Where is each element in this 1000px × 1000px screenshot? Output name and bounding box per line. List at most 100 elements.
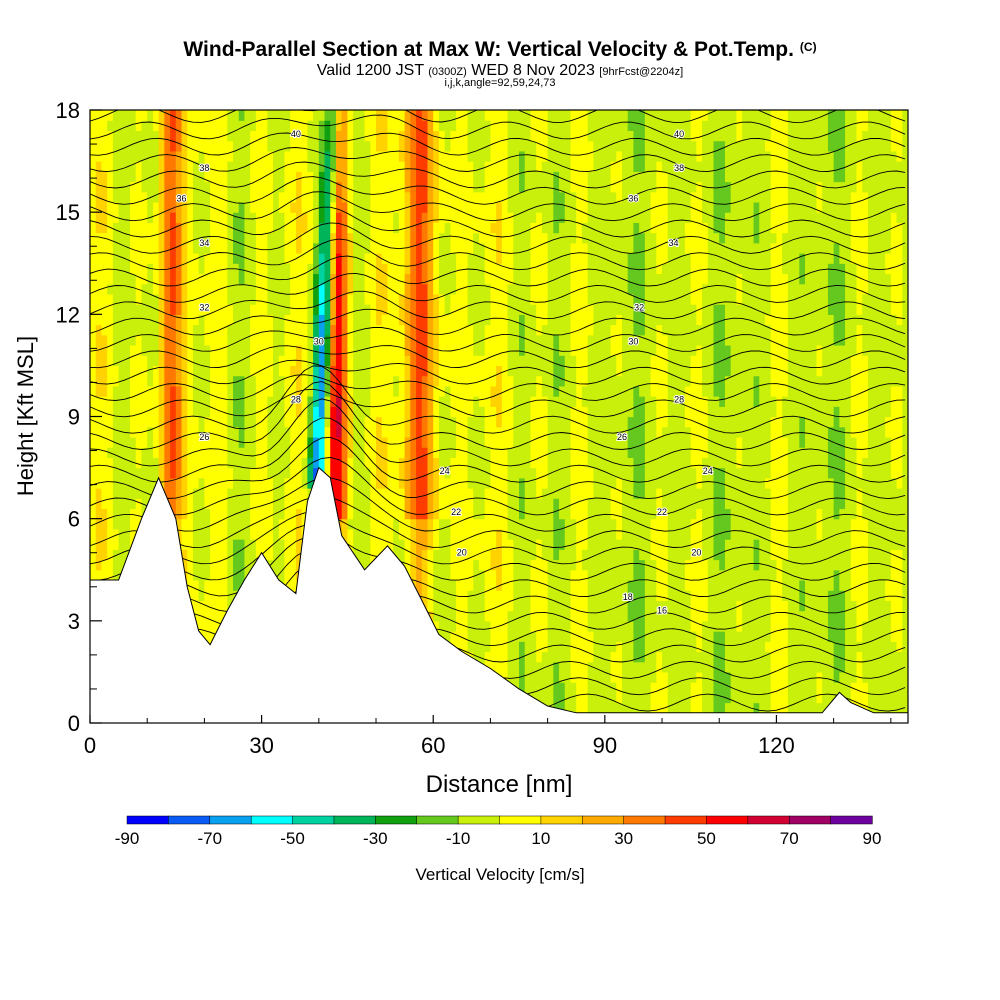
velocity-cell <box>416 293 423 305</box>
velocity-cell <box>347 212 354 223</box>
velocity-cell <box>353 447 360 458</box>
velocity-cell <box>398 263 406 275</box>
velocity-cell <box>273 528 280 540</box>
velocity-cell <box>541 488 549 499</box>
velocity-cell <box>467 120 474 132</box>
velocity-cell <box>410 457 417 469</box>
velocity-cell <box>536 110 543 121</box>
velocity-cell <box>204 477 211 489</box>
velocity-cell <box>484 253 492 264</box>
velocity-cell <box>461 293 469 305</box>
velocity-cell <box>227 355 234 367</box>
velocity-cell <box>244 508 251 520</box>
velocity-cell <box>233 396 240 407</box>
velocity-cell <box>559 702 566 714</box>
velocity-cell <box>461 191 469 203</box>
velocity-cell <box>519 406 526 418</box>
velocity-cell <box>553 661 560 673</box>
velocity-cell <box>496 314 503 326</box>
velocity-cell <box>404 447 411 458</box>
velocity-cell <box>101 314 108 326</box>
velocity-cell <box>519 508 526 520</box>
velocity-cell <box>255 150 263 162</box>
velocity-cell <box>164 191 171 203</box>
velocity-cell <box>210 253 217 264</box>
velocity-cell <box>501 518 509 530</box>
velocity-cell <box>376 467 383 479</box>
velocity-cell <box>496 263 503 275</box>
velocity-cell <box>250 150 257 162</box>
velocity-cell <box>513 477 520 489</box>
velocity-cell <box>416 201 423 213</box>
velocity-cell <box>273 212 280 223</box>
velocity-cell <box>141 467 148 479</box>
velocity-cell <box>473 110 480 121</box>
velocity-cell <box>484 130 492 142</box>
velocity-cell <box>438 467 446 479</box>
velocity-cell <box>513 355 520 367</box>
velocity-cell <box>364 171 371 183</box>
velocity-cell <box>175 518 183 530</box>
velocity-cell <box>536 140 543 152</box>
velocity-cell <box>536 416 543 428</box>
velocity-cell <box>90 498 97 510</box>
velocity-cell <box>204 508 211 520</box>
velocity-cell <box>290 518 297 530</box>
velocity-cell <box>261 477 268 489</box>
velocity-cell <box>164 396 171 407</box>
velocity-cell <box>244 396 251 407</box>
velocity-cell <box>233 324 240 336</box>
velocity-cell <box>484 416 492 428</box>
velocity-cell <box>112 140 120 152</box>
velocity-cell <box>158 304 165 315</box>
velocity-cell <box>376 498 383 510</box>
velocity-cell <box>227 396 234 407</box>
velocity-cell <box>473 140 480 152</box>
velocity-cell <box>261 120 268 132</box>
velocity-cell <box>278 426 286 438</box>
velocity-cell <box>496 590 503 601</box>
velocity-cell <box>370 324 377 336</box>
velocity-cell <box>341 375 349 387</box>
velocity-cell <box>478 528 486 540</box>
velocity-cell <box>273 447 280 458</box>
velocity-cell <box>267 304 274 315</box>
velocity-cell <box>393 314 400 326</box>
velocity-cell <box>198 467 206 479</box>
velocity-cell <box>513 641 520 653</box>
velocity-cell <box>513 263 520 275</box>
velocity-cell <box>393 140 400 152</box>
velocity-cell <box>467 293 474 305</box>
velocity-cell <box>507 222 514 234</box>
velocity-cell <box>370 355 377 367</box>
velocity-cell <box>273 120 280 132</box>
velocity-cell <box>124 324 131 336</box>
velocity-cell <box>318 273 326 285</box>
velocity-cell <box>353 477 360 489</box>
velocity-cell <box>484 559 492 571</box>
velocity-cell <box>370 181 377 193</box>
velocity-cell <box>541 508 549 520</box>
velocity-cell <box>553 212 560 223</box>
velocity-cell <box>381 344 389 356</box>
velocity-cell <box>101 477 108 489</box>
velocity-cell <box>187 416 194 428</box>
velocity-cell <box>393 416 400 428</box>
velocity-cell <box>290 110 297 121</box>
velocity-cell <box>330 355 337 367</box>
velocity-cell <box>364 447 371 458</box>
velocity-cell <box>370 385 377 397</box>
velocity-cell <box>215 600 223 612</box>
velocity-cell <box>187 518 194 530</box>
velocity-cell <box>158 375 165 387</box>
velocity-cell <box>164 477 171 489</box>
velocity-cell <box>135 436 143 448</box>
velocity-cell <box>536 375 543 387</box>
velocity-cell <box>467 191 474 203</box>
velocity-cell <box>107 314 114 326</box>
velocity-cell <box>404 385 411 397</box>
velocity-cell <box>444 293 451 305</box>
velocity-cell <box>112 498 120 510</box>
velocity-cell <box>501 212 509 223</box>
velocity-cell <box>164 140 171 152</box>
